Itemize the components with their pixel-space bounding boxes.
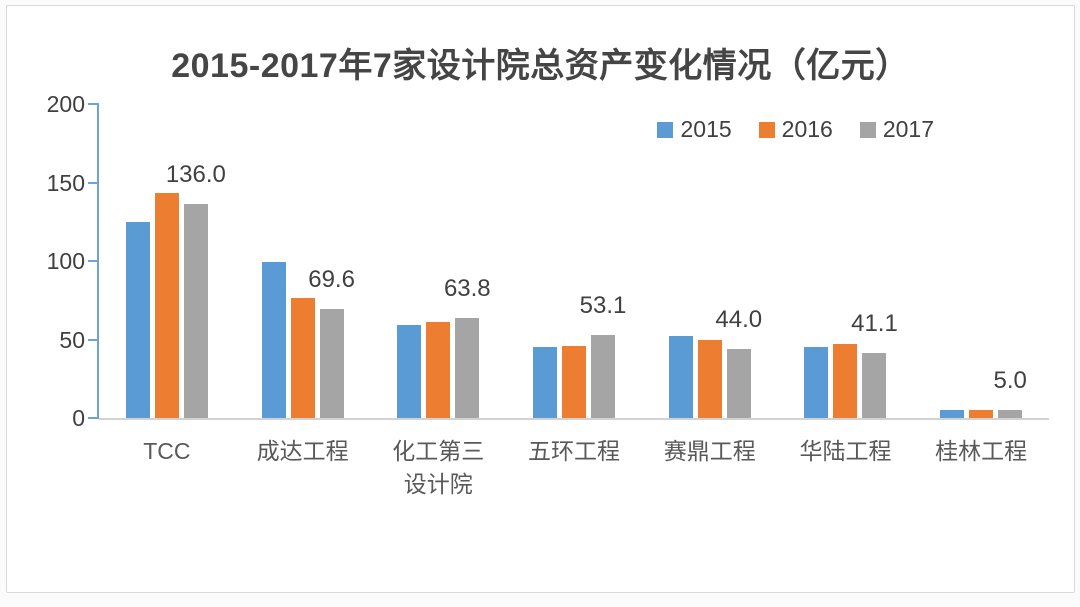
category-label: 化工第三设计院 (392, 438, 485, 497)
legend-item-2016: 2016 (758, 116, 833, 143)
y-axis-label: 100 (46, 248, 85, 274)
category-label: 成达工程 (256, 438, 349, 464)
bar-2015 (668, 336, 693, 418)
category-labels: TCC 成达工程 化工第三设计院 五环工程 赛鼎工程 华陆工程 桂林工程 (99, 435, 1049, 501)
bar-2017: 136.0 (166, 161, 226, 418)
data-label: 69.6 (308, 265, 355, 293)
bar-group: 63.8 (370, 104, 506, 418)
data-label: 136.0 (165, 161, 226, 189)
data-label: 5.0 (993, 367, 1027, 395)
bar-group: 41.1 (778, 104, 914, 418)
y-axis-label: 200 (46, 91, 85, 117)
bar-2015 (940, 409, 965, 418)
bar-group: 69.6 (235, 104, 371, 418)
legend: 2015 2016 2017 (657, 116, 934, 143)
bar-2016 (154, 192, 179, 418)
bar-2017: 69.6 (308, 266, 355, 418)
bar-2017: 44.0 (715, 306, 762, 418)
bar-2015 (125, 221, 150, 418)
category-cell: 成达工程 (235, 435, 371, 501)
bar-2016 (290, 297, 315, 418)
category-label: 五环工程 (528, 438, 621, 464)
legend-label-2015: 2015 (680, 116, 732, 142)
y-axis-tick (88, 181, 97, 184)
bar-group: 44.0 (642, 104, 778, 418)
legend-swatch-2016 (758, 121, 775, 138)
bar-2017: 63.8 (444, 275, 491, 418)
category-label: 赛鼎工程 (663, 438, 756, 464)
bar-group: 5.0 (913, 104, 1049, 418)
bar-2015 (397, 324, 422, 418)
bar-groups: 136.0 69.6 63.8 53.1 44.0 41.1 5.0 (99, 104, 1049, 418)
x-axis-line (99, 418, 1049, 420)
category-label: 华陆工程 (799, 438, 892, 464)
bar-group: 53.1 (506, 104, 642, 418)
data-label: 63.8 (443, 274, 491, 302)
category-label: TCC (143, 438, 191, 464)
category-label: 桂林工程 (935, 438, 1028, 464)
y-axis-label: 50 (59, 326, 85, 353)
bar-2016 (833, 344, 858, 418)
y-axis-line (97, 103, 99, 419)
y-axis-tick (88, 417, 97, 419)
y-axis-tick (88, 103, 97, 105)
legend-swatch-2015 (657, 121, 674, 138)
chart-frame: 2015-2017年7家设计院总资产变化情况（亿元） 2015 2016 2017 … (6, 5, 1075, 593)
category-cell: TCC (99, 435, 235, 501)
legend-label-2017: 2017 (882, 116, 934, 142)
legend-item-2015: 2015 (657, 116, 732, 143)
category-cell: 化工第三设计院 (370, 435, 506, 501)
legend-swatch-2017 (859, 121, 876, 138)
chart-title: 2015-2017年7家设计院总资产变化情况（亿元） (171, 47, 910, 85)
category-cell: 赛鼎工程 (642, 435, 778, 501)
legend-item-2017: 2017 (859, 116, 934, 143)
y-axis-tick (88, 338, 97, 341)
bar-group: 136.0 (99, 104, 235, 418)
bar-2016 (562, 345, 587, 418)
category-cell: 桂林工程 (913, 435, 1049, 501)
data-label: 44.0 (715, 305, 763, 333)
category-cell: 华陆工程 (778, 435, 914, 501)
bar-2016 (697, 340, 722, 418)
bar-2015 (533, 347, 558, 418)
category-cell: 五环工程 (506, 435, 642, 501)
y-axis-tick (88, 260, 97, 262)
bar-2017: 41.1 (851, 310, 898, 418)
bar-2015 (804, 347, 829, 418)
data-label: 53.1 (579, 291, 627, 319)
y-axis-label: 0 (72, 405, 85, 431)
bar-2017: 53.1 (580, 292, 626, 418)
data-label: 41.1 (851, 310, 898, 338)
plot-area: 136.0 69.6 63.8 53.1 44.0 41.1 5.0 0 50 100 150 20… (47, 92, 1049, 430)
legend-label-2016: 2016 (781, 116, 833, 142)
y-axis-label: 150 (46, 169, 85, 196)
bar-2015 (261, 261, 286, 418)
bar-2016 (969, 410, 994, 418)
bar-2016 (426, 322, 451, 418)
bar-2017: 5.0 (993, 367, 1027, 418)
